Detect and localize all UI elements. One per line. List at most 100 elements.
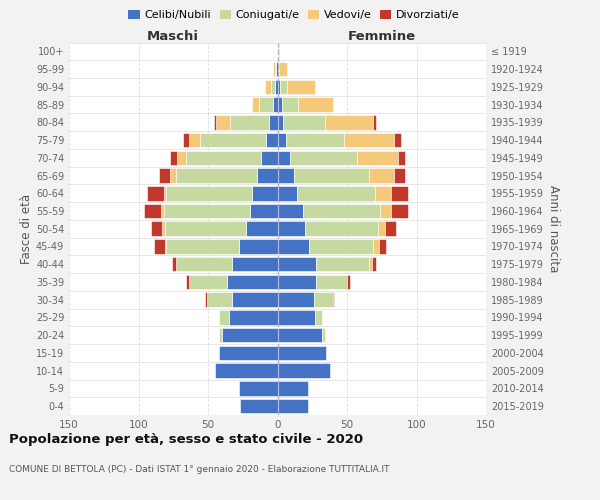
Bar <box>274 62 275 76</box>
Bar <box>277 150 290 165</box>
Bar <box>322 328 325 342</box>
Bar <box>172 257 176 272</box>
Bar <box>165 239 166 254</box>
Bar <box>277 222 305 236</box>
Text: Maschi: Maschi <box>147 30 199 43</box>
Bar <box>219 328 222 342</box>
Bar <box>166 186 253 200</box>
Text: COMUNE DI BETTOLA (PC) - Dati ISTAT 1° gennaio 2020 - Elaborazione TUTTITALIA.IT: COMUNE DI BETTOLA (PC) - Dati ISTAT 1° g… <box>9 466 389 474</box>
Bar <box>369 168 394 183</box>
Bar <box>277 80 280 94</box>
Bar <box>162 222 165 236</box>
Bar <box>283 115 325 130</box>
Bar <box>277 274 316 289</box>
Bar <box>281 98 298 112</box>
Bar <box>230 115 269 130</box>
Bar <box>385 222 395 236</box>
Bar <box>170 150 178 165</box>
Bar <box>333 292 334 307</box>
Bar <box>277 346 326 360</box>
Bar <box>183 133 188 148</box>
Bar <box>206 292 232 307</box>
Bar <box>275 80 277 94</box>
Bar <box>164 204 250 218</box>
Bar <box>257 168 277 183</box>
Bar <box>245 222 277 236</box>
Bar <box>271 80 275 94</box>
Bar <box>394 168 406 183</box>
Bar <box>265 80 271 94</box>
Bar <box>147 186 164 200</box>
Bar <box>294 168 369 183</box>
Legend: Celibi/Nubili, Coniugati/e, Vedovi/e, Divorziati/e: Celibi/Nubili, Coniugati/e, Vedovi/e, Di… <box>124 6 464 25</box>
Bar <box>214 115 217 130</box>
Bar <box>232 257 277 272</box>
Bar <box>344 133 394 148</box>
Bar <box>178 150 186 165</box>
Bar <box>219 310 229 324</box>
Bar <box>314 292 333 307</box>
Bar <box>186 150 261 165</box>
Bar <box>375 186 391 200</box>
Bar <box>253 186 277 200</box>
Bar <box>269 115 277 130</box>
Bar <box>144 204 161 218</box>
Bar <box>151 222 162 236</box>
Bar <box>160 168 170 183</box>
Bar <box>217 115 230 130</box>
Bar <box>316 274 347 289</box>
Bar <box>176 168 257 183</box>
Bar <box>277 257 316 272</box>
Bar <box>164 186 166 200</box>
Bar <box>166 239 239 254</box>
Bar <box>286 133 344 148</box>
Text: Femmine: Femmine <box>347 30 416 43</box>
Bar <box>239 239 277 254</box>
Bar <box>229 310 277 324</box>
Bar <box>277 239 310 254</box>
Bar <box>297 186 375 200</box>
Bar <box>277 292 314 307</box>
Bar <box>377 222 385 236</box>
Bar <box>279 62 287 76</box>
Bar <box>253 98 259 112</box>
Bar <box>215 364 277 378</box>
Bar <box>277 62 279 76</box>
Bar <box>373 115 376 130</box>
Bar <box>188 274 227 289</box>
Bar <box>398 150 406 165</box>
Bar <box>315 310 322 324</box>
Bar <box>227 274 277 289</box>
Bar <box>259 98 274 112</box>
Bar <box>277 328 322 342</box>
Bar <box>277 168 294 183</box>
Text: Popolazione per età, sesso e stato civile - 2020: Popolazione per età, sesso e stato civil… <box>9 432 363 446</box>
Bar <box>170 168 176 183</box>
Bar <box>372 257 376 272</box>
Bar <box>391 186 408 200</box>
Bar <box>276 62 277 76</box>
Bar <box>277 364 331 378</box>
Bar <box>275 62 276 76</box>
Bar <box>277 381 308 396</box>
Y-axis label: Fasce di età: Fasce di età <box>20 194 33 264</box>
Bar <box>277 204 302 218</box>
Bar <box>165 222 245 236</box>
Bar <box>186 274 188 289</box>
Bar <box>305 222 377 236</box>
Bar <box>347 274 350 289</box>
Bar <box>373 239 379 254</box>
Bar <box>266 133 277 148</box>
Bar <box>222 328 277 342</box>
Bar <box>290 150 357 165</box>
Bar <box>154 239 165 254</box>
Bar <box>277 115 283 130</box>
Bar <box>369 257 372 272</box>
Bar <box>240 399 277 413</box>
Bar <box>205 292 206 307</box>
Bar <box>232 292 277 307</box>
Bar <box>239 381 277 396</box>
Bar <box>287 80 315 94</box>
Bar <box>277 399 308 413</box>
Bar <box>380 204 391 218</box>
